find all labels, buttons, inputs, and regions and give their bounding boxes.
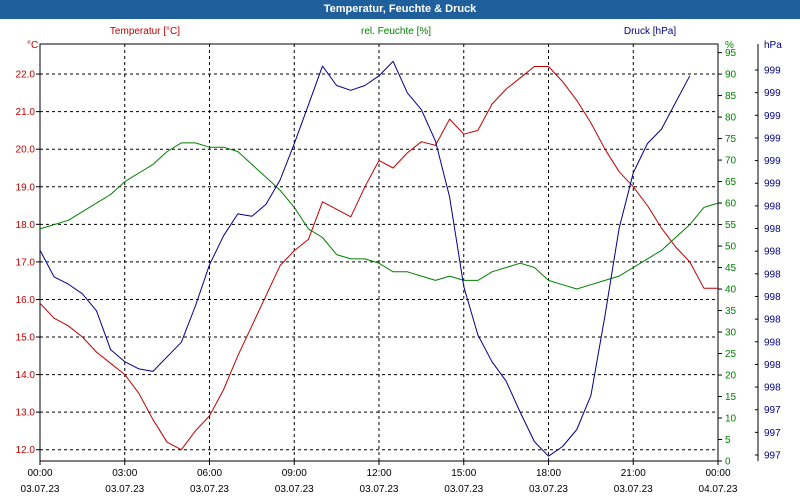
- y-tick-label-temperature: 19.0: [16, 182, 36, 193]
- y-tick-label-pressure: 999: [764, 156, 781, 167]
- y-tick-label-pressure: 998: [764, 360, 781, 371]
- y-tick-label-humidity: 95: [725, 48, 737, 59]
- y-tick-label-humidity: 85: [725, 91, 737, 102]
- y-tick-label-humidity: 10: [725, 414, 737, 425]
- y-tick-label-humidity: 40: [725, 285, 737, 296]
- series-line-pressure: [39, 60, 691, 457]
- y-tick-label-humidity: 75: [725, 134, 737, 145]
- x-tick-label-time: 00:00: [705, 468, 730, 479]
- x-tick-label-date: 03.07.23: [614, 484, 653, 495]
- y-tick-label-humidity: 45: [725, 263, 737, 274]
- y-tick-label-humidity: 50: [725, 242, 737, 253]
- y-tick-label-pressure: 999: [764, 66, 781, 77]
- x-tick-label-date: 03.07.23: [529, 484, 568, 495]
- y-tick-label-pressure: 998: [764, 292, 781, 303]
- x-tick-label-date: 04.07.23: [699, 484, 738, 495]
- y-tick-label-pressure: 997: [764, 451, 781, 462]
- y-tick-label-temperature: 15.0: [16, 333, 36, 344]
- y-tick-label-humidity: 35: [725, 306, 737, 317]
- legend-pressure: Druck [hPa]: [624, 26, 676, 37]
- axis-unit-temperature: °C: [27, 40, 38, 51]
- x-tick-label-time: 18:00: [536, 468, 561, 479]
- y-tick-label-pressure: 998: [764, 224, 781, 235]
- y-tick-label-pressure: 998: [764, 337, 781, 348]
- axis-unit-pressure: hPa: [764, 40, 782, 51]
- series-line-humidity: [39, 142, 719, 290]
- series-line-temperature: [39, 66, 718, 451]
- series-layer: [39, 60, 719, 457]
- y-tick-label-humidity: 20: [725, 371, 737, 382]
- legend-temperature: Temperatur [°C]: [110, 26, 180, 37]
- x-tick-label-time: 21:00: [621, 468, 646, 479]
- x-tick-label-date: 03.07.23: [190, 484, 229, 495]
- y-tick-label-pressure: 999: [764, 88, 781, 99]
- x-tick-label-time: 03:00: [112, 468, 137, 479]
- y-tick-label-humidity: 55: [725, 220, 737, 231]
- y-tick-label-temperature: 18.0: [16, 220, 36, 231]
- x-tick-label-date: 03.07.23: [105, 484, 144, 495]
- y-tick-label-pressure: 998: [764, 247, 781, 258]
- y-tick-label-humidity: 5: [725, 435, 731, 446]
- y-tick-label-temperature: 12.0: [16, 445, 36, 456]
- y-tick-label-temperature: 20.0: [16, 145, 36, 156]
- y-tick-label-pressure: 998: [764, 383, 781, 394]
- y-tick-label-temperature: 21.0: [16, 107, 36, 118]
- y-tick-label-humidity: 60: [725, 199, 737, 210]
- y-tick-label-temperature: 13.0: [16, 408, 36, 419]
- y-tick-label-humidity: 90: [725, 70, 737, 81]
- y-tick-label-pressure: 999: [764, 111, 781, 122]
- x-tick-label-date: 03.07.23: [360, 484, 399, 495]
- chart-title: Temperatur, Feuchte & Druck: [0, 0, 800, 19]
- x-tick-label-time: 12:00: [366, 468, 391, 479]
- axis-unit-humidity: %: [725, 40, 734, 51]
- y-tick-label-pressure: 998: [764, 201, 781, 212]
- chart-area: 00:00 03.07.23 03:00 03.07.23 06:00 03.07.23 0…: [16, 26, 783, 495]
- x-tick-label-date: 03.07.23: [275, 484, 314, 495]
- y-tick-label-humidity: 65: [725, 177, 737, 188]
- y-tick-label-humidity: 15: [725, 392, 737, 403]
- y-tick-label-temperature: 14.0: [16, 370, 36, 381]
- x-tick-label-date: 03.07.23: [21, 484, 60, 495]
- y-tick-label-pressure: 997: [764, 405, 781, 416]
- y-tick-label-pressure: 998: [764, 315, 781, 326]
- axes-layer: 00:00 03.07.23 03:00 03.07.23 06:00 03.07.23 0…: [16, 40, 783, 495]
- x-tick-label-time: 09:00: [282, 468, 307, 479]
- y-tick-label-pressure: 997: [764, 428, 781, 439]
- y-tick-label-pressure: 999: [764, 179, 781, 190]
- legend: Temperatur [°C] rel. Feuchte [%] Druck [hP…: [110, 26, 676, 37]
- y-tick-label-humidity: 30: [725, 328, 737, 339]
- y-tick-label-temperature: 16.0: [16, 295, 36, 306]
- x-tick-label-date: 03.07.23: [444, 484, 483, 495]
- y-tick-label-pressure: 998: [764, 269, 781, 280]
- grid: [40, 44, 718, 461]
- y-tick-label-humidity: 0: [725, 457, 731, 468]
- y-tick-label-humidity: 25: [725, 349, 737, 360]
- y-tick-label-humidity: 80: [725, 113, 737, 124]
- y-tick-label-pressure: 999: [764, 133, 781, 144]
- x-tick-label-time: 06:00: [197, 468, 222, 479]
- y-tick-label-temperature: 17.0: [16, 257, 36, 268]
- y-tick-label-temperature: 22.0: [16, 70, 36, 81]
- x-tick-label-time: 00:00: [27, 468, 52, 479]
- y-tick-label-humidity: 70: [725, 156, 737, 167]
- legend-humidity: rel. Feuchte [%]: [361, 26, 431, 37]
- x-tick-label-time: 15:00: [451, 468, 476, 479]
